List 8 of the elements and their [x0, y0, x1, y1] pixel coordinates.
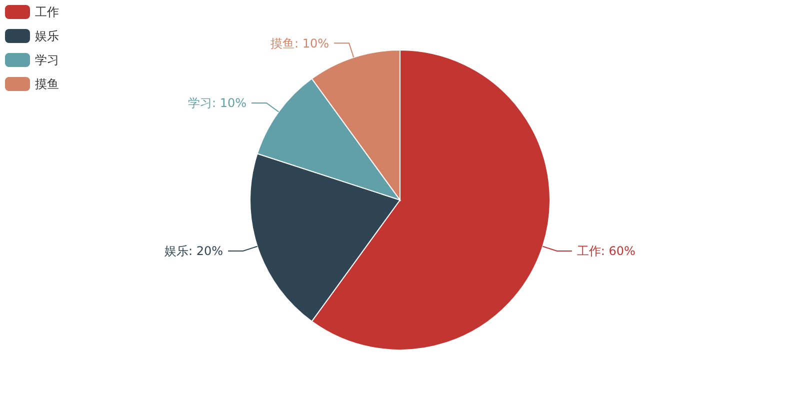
data-label: 摸鱼: 10%: [270, 36, 330, 50]
legend-label: 学习: [35, 53, 59, 68]
legend-label: 工作: [35, 5, 59, 20]
data-label: 娱乐: 20%: [164, 244, 224, 258]
legend-label: 娱乐: [35, 29, 59, 44]
data-label: 学习: 10%: [188, 96, 247, 110]
legend-label: 摸鱼: [35, 77, 59, 92]
data-label: 工作: 60%: [576, 244, 636, 258]
